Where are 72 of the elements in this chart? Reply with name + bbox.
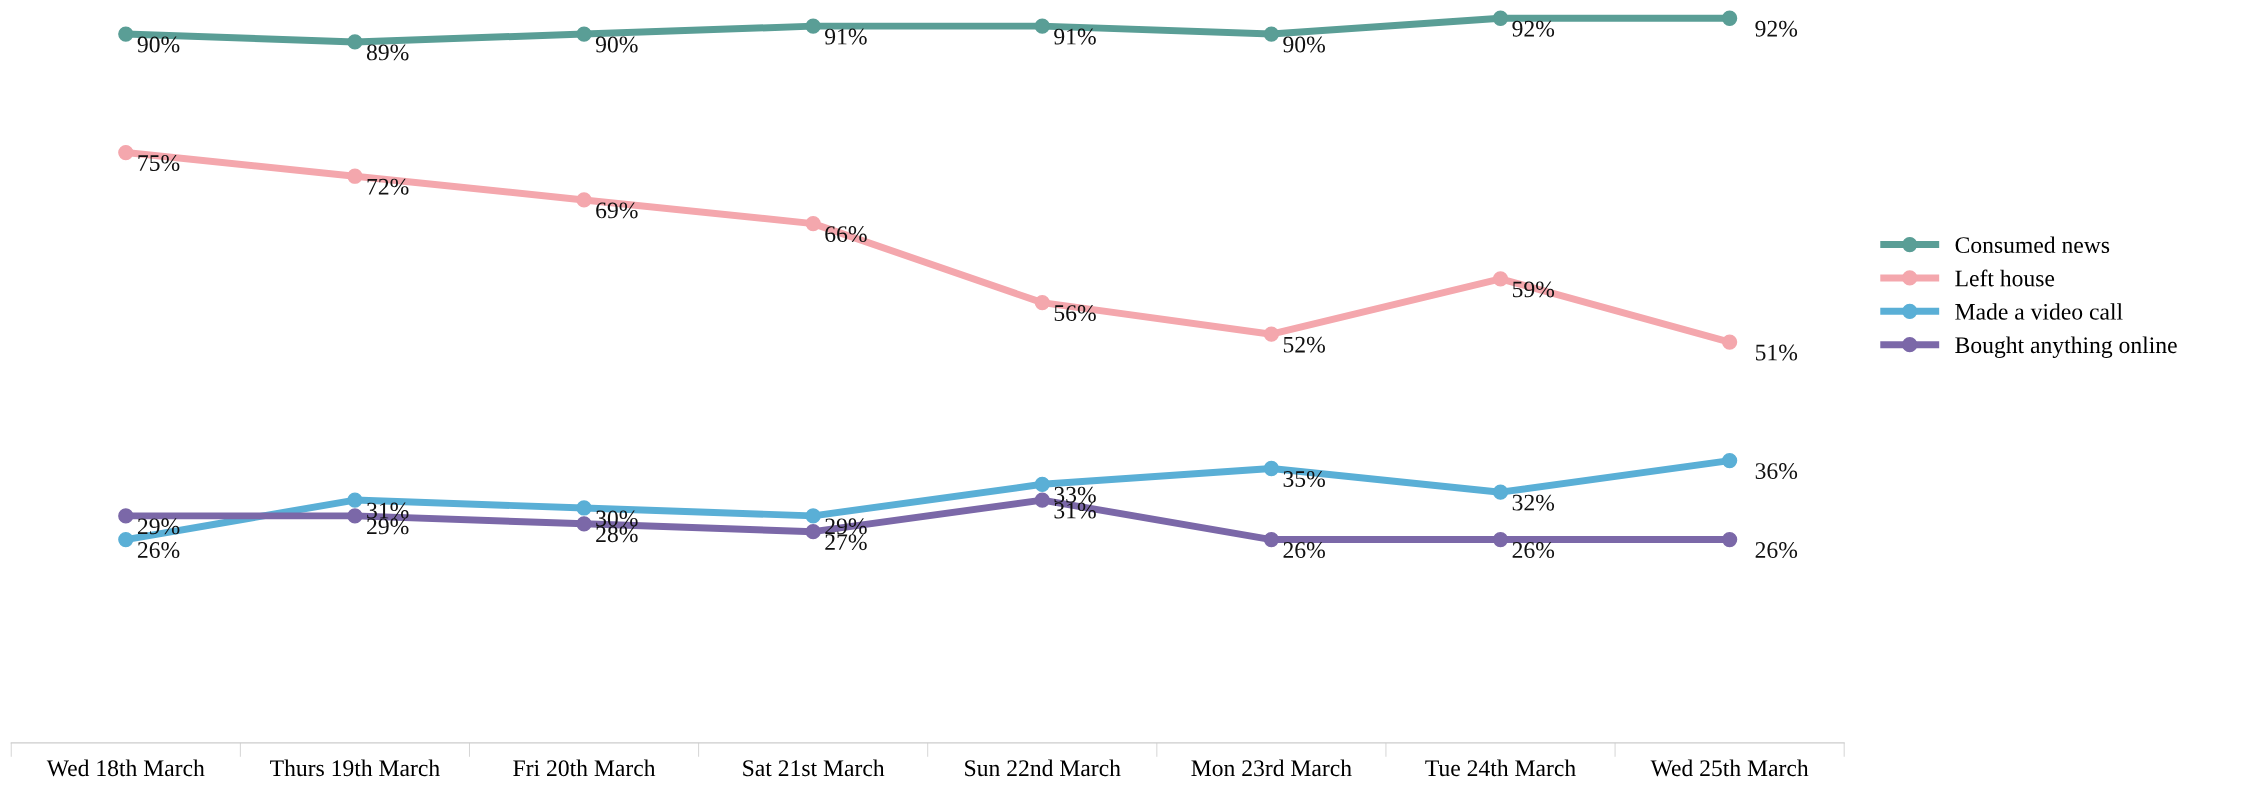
point xyxy=(576,26,592,42)
point xyxy=(1721,452,1738,469)
data-label: 66% xyxy=(825,226,867,243)
point xyxy=(118,531,134,548)
point xyxy=(1034,492,1050,508)
data-label: 89% xyxy=(366,44,409,61)
x-tick-label: Wed 18th March xyxy=(46,759,205,777)
x-tick-label: Sat 21st March xyxy=(743,759,885,777)
point xyxy=(347,168,363,184)
point xyxy=(118,26,134,42)
point xyxy=(1263,531,1280,548)
legend-label: Bought anything online xyxy=(1955,336,2177,359)
data-label: 59% xyxy=(1512,281,1555,298)
data-label: 52% xyxy=(1283,336,1325,353)
point xyxy=(805,508,821,524)
point xyxy=(1034,18,1050,34)
x-tick-label: Wed 25th March xyxy=(1650,759,1809,777)
point xyxy=(1263,26,1280,42)
x-tick-label: Fri 20th March xyxy=(513,759,656,777)
point xyxy=(347,492,363,508)
data-label: 72% xyxy=(367,178,409,195)
point xyxy=(347,508,363,524)
data-label: 90% xyxy=(1283,36,1325,53)
point xyxy=(805,18,821,34)
x-tick-label: Thurs 19th March xyxy=(270,759,440,777)
data-label: 90% xyxy=(137,36,180,53)
data-label: 28% xyxy=(596,526,638,543)
point xyxy=(1492,484,1509,500)
point xyxy=(118,144,134,161)
data-label: 91% xyxy=(1054,28,1096,45)
data-label: 75% xyxy=(138,155,180,172)
data-label: 92% xyxy=(1512,20,1555,37)
data-label: 69% xyxy=(596,202,638,219)
data-label: 91% xyxy=(825,28,867,45)
point xyxy=(1034,476,1050,492)
point xyxy=(576,516,592,532)
data-label: 33% xyxy=(1054,486,1096,503)
point xyxy=(1263,460,1280,477)
x-tick-label: Tue 24th March xyxy=(1425,759,1576,777)
data-label: 29% xyxy=(367,518,409,535)
data-label: 29% xyxy=(137,518,180,535)
data-label: 32% xyxy=(1512,494,1555,511)
point xyxy=(805,524,821,540)
point xyxy=(576,500,592,516)
data-label: 56% xyxy=(1054,305,1096,322)
legend-label: Left house xyxy=(1955,269,2055,287)
point xyxy=(118,508,134,524)
point xyxy=(1492,531,1509,548)
data-label: 36% xyxy=(1755,463,1798,480)
point xyxy=(1721,10,1738,26)
point xyxy=(1492,10,1509,26)
legend-label: Made a video call xyxy=(1955,303,2123,320)
data-label: 26% xyxy=(1283,542,1325,559)
data-label: 92% xyxy=(1755,20,1798,37)
point xyxy=(805,215,821,232)
point xyxy=(1492,271,1509,287)
point xyxy=(576,192,592,208)
data-label: 26% xyxy=(1512,542,1555,559)
point xyxy=(1721,334,1738,350)
legend-label: Consumed news xyxy=(1955,236,2110,254)
point xyxy=(1721,531,1738,548)
data-label: 35% xyxy=(1283,470,1325,487)
data-label: 51% xyxy=(1755,344,1798,361)
point xyxy=(1263,326,1280,342)
data-label: 26% xyxy=(1755,542,1798,559)
x-tick-label: Sun 22nd March xyxy=(965,759,1121,777)
x-tick-label: Mon 23rd March xyxy=(1191,759,1352,777)
data-label: 27% xyxy=(825,534,867,551)
data-label: 26% xyxy=(137,542,180,559)
point xyxy=(347,34,363,50)
point xyxy=(1034,294,1050,311)
data-label: 90% xyxy=(595,36,638,53)
